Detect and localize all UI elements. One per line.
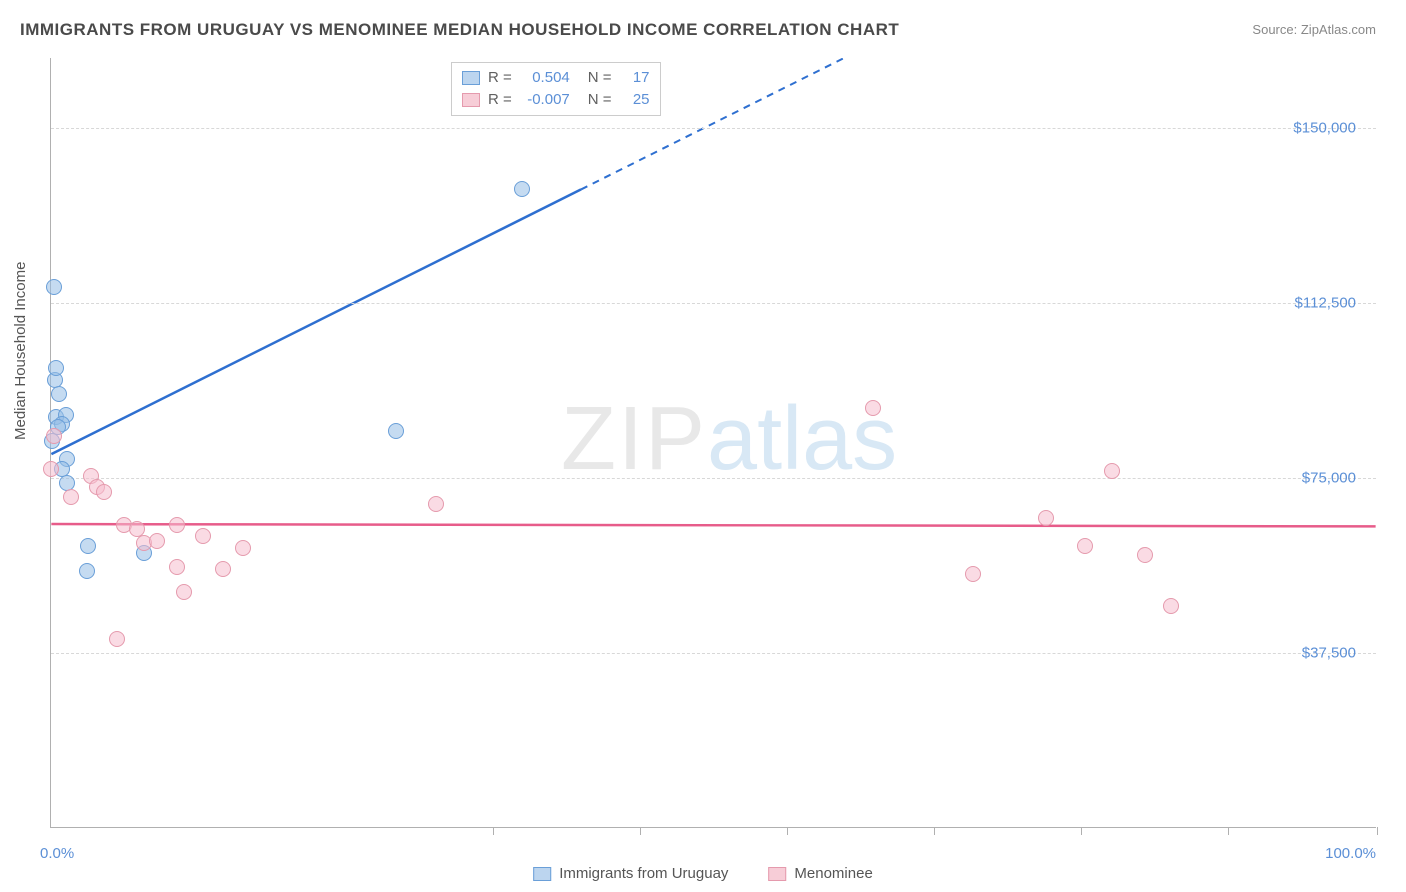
data-point [965, 566, 981, 582]
data-point [388, 423, 404, 439]
y-tick-label: $75,000 [1302, 470, 1356, 487]
legend-label: Immigrants from Uruguay [559, 865, 728, 882]
data-point [96, 484, 112, 500]
correlation-chart: IMMIGRANTS FROM URUGUAY VS MENOMINEE MED… [0, 0, 1406, 892]
legend-item: Menominee [768, 865, 872, 882]
y-axis-label: Median Household Income [12, 262, 29, 440]
series-legend: Immigrants from Uruguay Menominee [533, 865, 873, 882]
data-point [63, 489, 79, 505]
x-tick [787, 827, 788, 835]
n-label: N = [588, 67, 612, 89]
r-label: R = [488, 89, 512, 111]
n-value: 25 [620, 89, 650, 111]
legend-item: Immigrants from Uruguay [533, 865, 728, 882]
source-attribution: Source: ZipAtlas.com [1252, 22, 1376, 37]
x-tick [1081, 827, 1082, 835]
data-point [1038, 510, 1054, 526]
data-point [51, 386, 67, 402]
chart-title: IMMIGRANTS FROM URUGUAY VS MENOMINEE MED… [20, 20, 899, 40]
r-value: 0.504 [520, 67, 570, 89]
y-tick-label: $150,000 [1293, 120, 1356, 137]
legend-swatch [533, 867, 551, 881]
x-axis-min-label: 0.0% [40, 845, 74, 862]
watermark-zip: ZIP [561, 389, 707, 489]
data-point [79, 563, 95, 579]
data-point [195, 528, 211, 544]
x-tick [493, 827, 494, 835]
legend-stat-row: R = 0.504 N = 17 [462, 67, 650, 89]
grid-line [51, 478, 1376, 479]
legend-label: Menominee [794, 865, 872, 882]
data-point [169, 517, 185, 533]
legend-swatch [462, 93, 480, 107]
grid-line [51, 303, 1376, 304]
data-point [169, 559, 185, 575]
n-value: 17 [620, 67, 650, 89]
source-label: Source: [1252, 22, 1297, 37]
data-point [215, 561, 231, 577]
legend-swatch [462, 71, 480, 85]
data-point [46, 428, 62, 444]
legend-stat-row: R = -0.007 N = 25 [462, 89, 650, 111]
regression-line [51, 524, 1375, 526]
regression-line [51, 189, 581, 454]
data-point [1104, 463, 1120, 479]
r-label: R = [488, 67, 512, 89]
r-value: -0.007 [520, 89, 570, 111]
grid-line [51, 653, 1376, 654]
data-point [1163, 598, 1179, 614]
data-point [149, 533, 165, 549]
watermark: ZIPatlas [561, 388, 897, 491]
n-label: N = [588, 89, 612, 111]
x-axis-max-label: 100.0% [1325, 845, 1376, 862]
x-tick [640, 827, 641, 835]
data-point [514, 181, 530, 197]
y-tick-label: $112,500 [1295, 295, 1356, 312]
y-tick-label: $37,500 [1302, 645, 1356, 662]
data-point [80, 538, 96, 554]
data-point [109, 631, 125, 647]
data-point [235, 540, 251, 556]
legend-swatch [768, 867, 786, 881]
data-point [48, 360, 64, 376]
data-point [1137, 547, 1153, 563]
source-value: ZipAtlas.com [1301, 22, 1376, 37]
x-tick [1228, 827, 1229, 835]
data-point [428, 496, 444, 512]
regression-lines [51, 58, 1376, 827]
data-point [46, 279, 62, 295]
x-tick [1377, 827, 1378, 835]
data-point [176, 584, 192, 600]
data-point [1077, 538, 1093, 554]
grid-line [51, 128, 1376, 129]
data-point [43, 461, 59, 477]
plot-area: ZIPatlas R = 0.504 N = 17 R = -0.007 N = 25 $37… [50, 58, 1376, 828]
x-tick [934, 827, 935, 835]
correlation-legend: R = 0.504 N = 17 R = -0.007 N = 25 [451, 62, 661, 116]
regression-line-dashed [581, 58, 1376, 189]
data-point [865, 400, 881, 416]
